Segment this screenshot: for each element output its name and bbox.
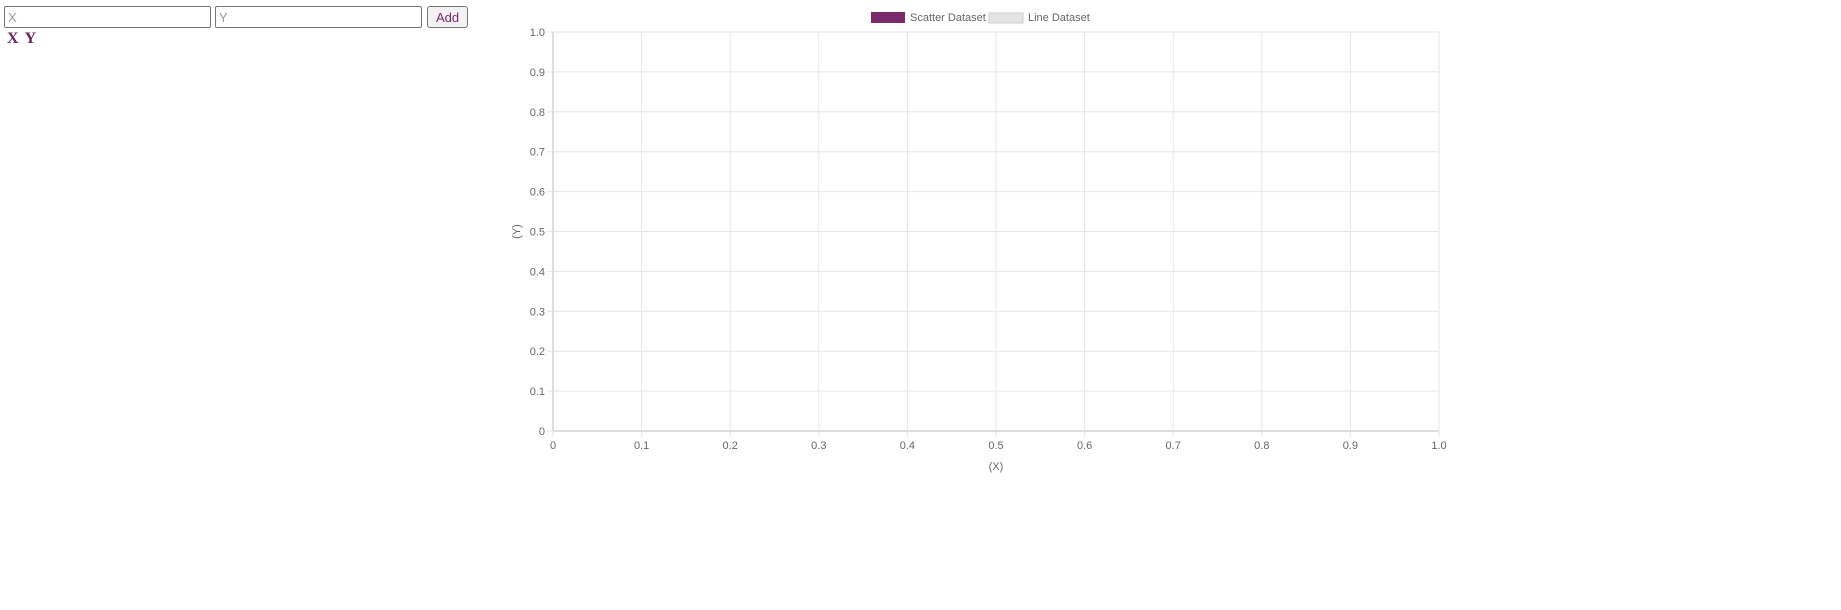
chart-ticks: 0 0.1 0.2 0.3 0.4 0.5 0.6 0.7 0.8 0.9 1.0 0 0.1 0.2 0.… (530, 27, 1447, 452)
y-tick-label: 0.2 (530, 346, 545, 358)
y-axis-title: (Y) (511, 224, 523, 239)
y-tick-label: 0.7 (530, 147, 545, 159)
y-input[interactable] (215, 6, 422, 28)
x-tick-label: 0.2 (723, 440, 738, 452)
x-tick-label: 0.5 (988, 440, 1003, 452)
y-column-header: Y (24, 30, 37, 47)
y-tick-label: 0.4 (530, 266, 545, 278)
y-tick-label: 0.5 (530, 227, 545, 239)
x-axis-title: (X) (989, 461, 1004, 473)
data-entry-form: Add (4, 6, 469, 28)
x-tick-label: 0.9 (1343, 440, 1358, 452)
data-table-header: X Y (7, 30, 36, 48)
x-tick-label: 0.6 (1077, 440, 1092, 452)
chart-legend[interactable]: Scatter Dataset Line Dataset (871, 12, 1090, 24)
x-tick-label: 0.1 (634, 440, 649, 452)
y-tick-label: 1.0 (530, 27, 545, 39)
y-tick-label: 0.9 (530, 67, 545, 79)
x-tick-label: 0 (550, 440, 556, 452)
y-tick-label: 0.1 (530, 386, 545, 398)
x-column-header: X (7, 30, 19, 47)
legend-swatch-scatter-dataset[interactable] (871, 12, 905, 23)
legend-label-line-dataset[interactable]: Line Dataset (1028, 12, 1090, 24)
x-tick-label: 0.8 (1254, 440, 1269, 452)
x-tick-label: 0.7 (1166, 440, 1181, 452)
add-button[interactable]: Add (427, 6, 469, 28)
x-input[interactable] (4, 6, 211, 28)
legend-swatch-line-dataset[interactable] (988, 12, 1024, 24)
x-tick-label: 0.4 (900, 440, 915, 452)
x-tick-label: 0.3 (811, 440, 826, 452)
y-tick-label: 0 (539, 426, 545, 438)
y-tick-label: 0.3 (530, 306, 545, 318)
y-tick-label: 0.6 (530, 187, 545, 199)
chart-grid (553, 31, 1440, 431)
legend-label-scatter-dataset[interactable]: Scatter Dataset (910, 12, 986, 24)
y-tick-label: 0.8 (530, 107, 545, 119)
x-tick-label: 1.0 (1431, 440, 1446, 452)
